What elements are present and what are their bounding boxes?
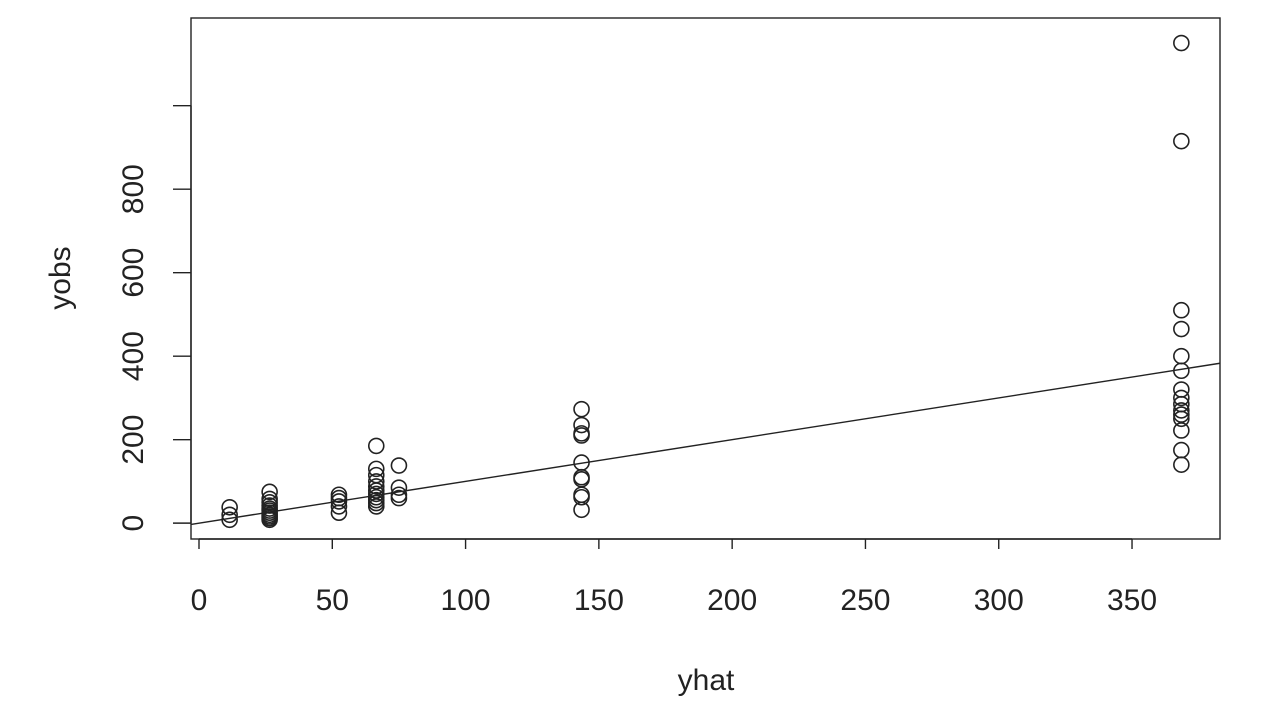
y-tick-label: 400 [117, 331, 150, 381]
data-point [1173, 381, 1190, 398]
data-point [367, 478, 385, 495]
data-point [1173, 456, 1190, 473]
data-point [367, 460, 385, 478]
x-axis-title: yhat [678, 664, 735, 697]
data-point [367, 466, 385, 484]
x-tick-label: 350 [1107, 584, 1157, 617]
y-tick-label: 600 [117, 248, 150, 298]
data-point [573, 425, 590, 442]
data-point [330, 486, 348, 504]
data-point [221, 506, 238, 524]
data-point [261, 483, 278, 501]
y-tick-label: 200 [117, 415, 150, 465]
data-point [390, 479, 408, 496]
x-axis: 0 50 100 150 200 250 300 350 [191, 538, 1157, 617]
data-point [1173, 422, 1190, 439]
x-tick-label: 300 [974, 584, 1024, 617]
data-point [1173, 320, 1190, 338]
x-tick-label: 100 [441, 584, 491, 617]
y-tick-label: 0 [117, 515, 150, 532]
data-point [573, 400, 590, 418]
data-point [1173, 389, 1190, 407]
data-point [330, 489, 348, 507]
plot-frame [190, 17, 1221, 540]
x-tick-label: 150 [574, 584, 624, 617]
reference-line-layer [190, 362, 1221, 526]
y-tick-label: 800 [117, 164, 150, 214]
data-point [1173, 301, 1190, 319]
data-point [390, 457, 408, 474]
x-tick-label: 200 [707, 584, 757, 617]
y-axis-title: yobs [44, 246, 77, 309]
data-point [221, 511, 238, 529]
x-tick-label: 250 [840, 584, 890, 617]
data-point [1173, 441, 1190, 459]
data-point [261, 490, 278, 508]
data-point [330, 498, 348, 515]
data-point [1173, 406, 1190, 423]
points-layer [221, 34, 1190, 529]
data-point [573, 454, 590, 471]
data-point [221, 498, 238, 516]
data-point [1173, 347, 1190, 365]
y-axis: 0 200 400 600 800 [117, 104, 192, 532]
data-point [390, 486, 408, 504]
data-point [1173, 34, 1190, 52]
reference-line [190, 362, 1221, 526]
data-point [367, 437, 385, 455]
data-point [367, 473, 385, 490]
data-point [1173, 132, 1190, 150]
data-point [573, 416, 590, 434]
data-point [1173, 402, 1190, 419]
x-tick-label: 50 [316, 584, 349, 617]
x-tick-label: 0 [191, 584, 208, 617]
